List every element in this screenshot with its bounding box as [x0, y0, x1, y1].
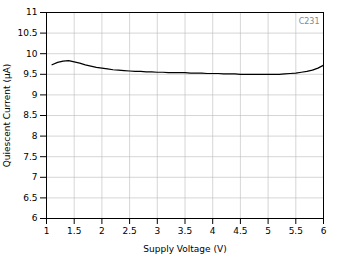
svg-text:9.5: 9.5: [23, 69, 37, 79]
svg-text:4: 4: [210, 226, 216, 236]
svg-text:5.5: 5.5: [289, 226, 303, 236]
svg-text:7.5: 7.5: [23, 152, 37, 162]
svg-text:9: 9: [32, 90, 38, 100]
svg-text:10: 10: [26, 49, 38, 59]
svg-text:5: 5: [265, 226, 271, 236]
svg-text:8: 8: [32, 131, 38, 141]
svg-text:6: 6: [32, 213, 38, 223]
svg-text:1.5: 1.5: [67, 226, 81, 236]
svg-text:3: 3: [154, 226, 160, 236]
svg-text:6: 6: [321, 226, 327, 236]
svg-text:11: 11: [26, 7, 37, 17]
svg-text:10.5: 10.5: [17, 28, 37, 38]
svg-text:7: 7: [32, 172, 38, 182]
svg-text:3.5: 3.5: [178, 226, 192, 236]
svg-text:2: 2: [99, 226, 105, 236]
svg-text:2.5: 2.5: [122, 226, 136, 236]
svg-text:C231: C231: [299, 17, 320, 26]
svg-text:1: 1: [44, 226, 50, 236]
svg-text:4.5: 4.5: [233, 226, 247, 236]
svg-text:6.5: 6.5: [23, 193, 37, 203]
svg-text:8.5: 8.5: [23, 110, 37, 120]
svg-text:Supply Voltage (V): Supply Voltage (V): [143, 244, 226, 254]
svg-text:Quiescent Current (μA): Quiescent Current (μA): [2, 64, 12, 168]
